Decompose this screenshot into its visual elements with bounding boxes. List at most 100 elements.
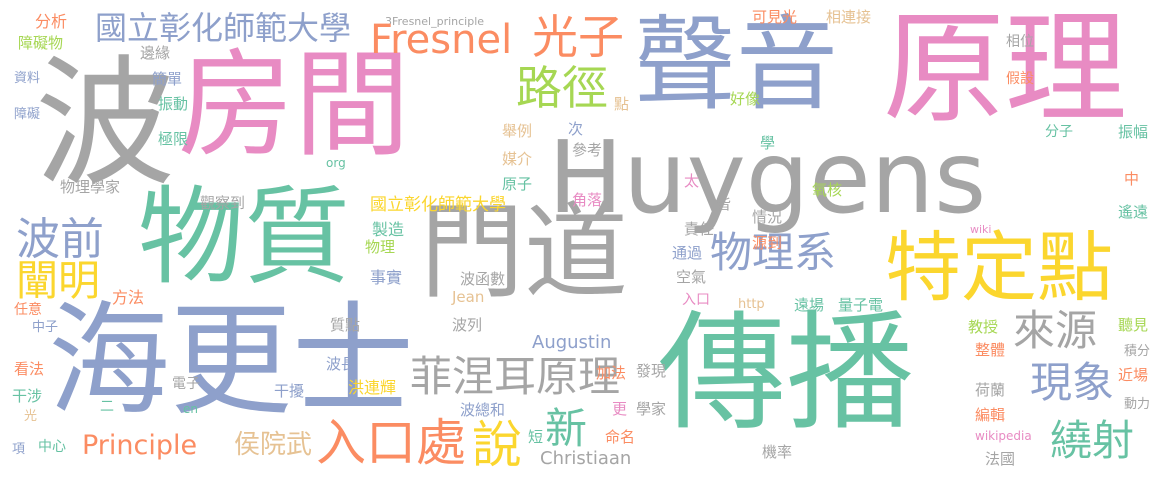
word: 情況 [752,208,783,226]
word: 障礙物 [18,34,64,52]
word: 物理學家 [60,178,121,196]
word: 現象 [1030,358,1115,407]
word: 源到 [752,234,783,252]
word: 量子電 [838,296,884,314]
word: 皆 [716,195,732,213]
word: 看法 [14,360,45,378]
word: 角落 [572,191,603,209]
word: 波長 [326,355,357,373]
word: 近場 [1118,366,1149,384]
word: 光 [24,409,38,424]
word: 簡單 [152,70,183,88]
word: 好像 [730,90,761,108]
word: 闡明 [16,256,101,305]
word: Augustin [532,332,612,353]
word: 繞射 [1050,416,1135,465]
word: 事實 [370,268,403,287]
word: 房間 [178,38,410,173]
word: 相位 [1006,34,1034,50]
word: 相連接 [826,8,872,26]
word: 中心 [38,439,66,455]
word: 動力 [1124,397,1151,412]
word: org [326,156,346,170]
word: wiki [970,223,992,236]
word: 障礙 [14,107,41,122]
word: 荷蘭 [975,381,1006,399]
word: 振幅 [1118,123,1149,141]
word: 新 [545,404,588,453]
word: 海更士 [48,290,414,432]
word: 門道 [420,191,629,313]
word: 任意 [14,302,42,318]
word: 入口處 [316,414,466,472]
word: 振動 [158,95,189,113]
word: 物理系 [710,228,837,277]
word: 可見光 [752,8,798,26]
word: 短 [528,428,544,446]
word: 洪連輝 [348,378,397,397]
word: 入口 [682,292,710,308]
cloud-title: 3Fresnel_principle [385,15,485,28]
word: 中子 [32,320,59,335]
word: 法國 [985,450,1016,468]
word: 更 [612,400,628,418]
word: 氧核 [812,181,843,199]
word: 物理 [365,238,396,256]
word: 干擾 [274,382,305,400]
word: 物質 [138,176,350,299]
word: 傳播 [658,299,915,448]
word: 干涉 [12,387,43,405]
word: 說 [472,416,522,474]
word: 學 [760,134,776,152]
word: 分子 [1045,124,1073,140]
word: 媒介 [502,150,533,168]
word: http [738,297,765,312]
word: 命名 [605,428,636,446]
word: en [183,402,198,416]
word: 機率 [762,443,793,461]
word: 中 [1124,170,1140,188]
word: 分析 [35,12,68,31]
word: 國立彰化師範大學 [95,9,352,47]
word: 路徑 [516,61,608,115]
word: 太 [684,172,700,190]
word: 參考 [572,141,603,159]
word: 空氣 [676,268,707,286]
word: 責任 [684,220,715,238]
word: 來源 [1013,306,1098,355]
word: 電子 [172,376,200,392]
word: 波列 [452,316,483,334]
word: Principle [82,430,198,461]
word: 編輯 [975,406,1006,424]
word: 原子 [502,175,533,193]
word: wikipedia [975,429,1032,443]
word: 二 [100,399,114,415]
word: 聽見 [1118,316,1149,334]
word: 原理 [883,0,1127,140]
word: 次 [568,120,584,138]
word: Huygens [548,119,987,236]
word: 波總和 [460,401,506,419]
word: 觀察到 [200,194,246,212]
word: 教授 [968,318,999,336]
word: 邊緣 [140,44,171,62]
word: 點 [614,95,630,113]
word: 光子 [532,10,624,64]
word: 質點 [330,316,361,334]
word: 假設 [1006,71,1034,87]
word: 通過 [672,244,703,262]
word: 特定點 [885,223,1113,312]
word: 聲音 [634,6,838,125]
word: Jean [452,288,485,306]
word: 加法 [596,364,627,382]
word: 國立彰化師範大學 [370,195,506,215]
word: 項 [12,442,26,457]
word: 整體 [975,341,1006,359]
word: 波 [35,43,176,206]
word: 波前 [16,214,104,265]
word: Fresnel [370,17,513,63]
word: 方法 [112,288,145,307]
word: 發現 [636,362,667,380]
word: 菲涅耳原理 [410,352,621,401]
